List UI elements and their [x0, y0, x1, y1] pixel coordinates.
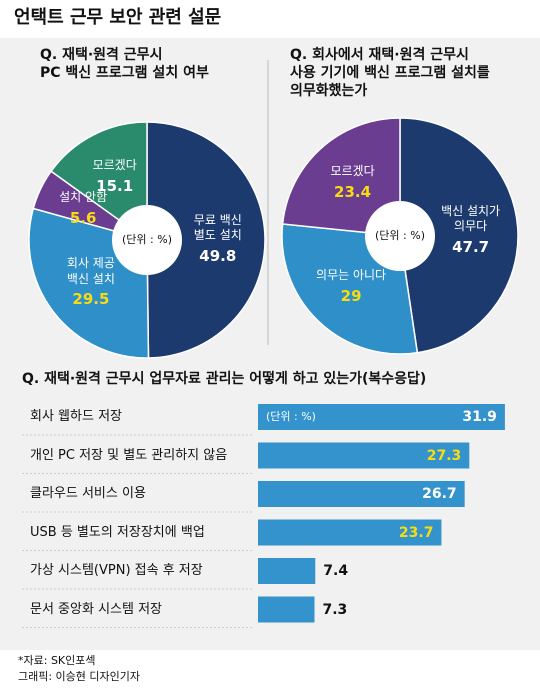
page-title: 언택트 근무 보안 관련 설문	[14, 7, 222, 28]
bar	[258, 404, 505, 430]
category-label: 개인 PC 저장 및 별도 관리하지 않음	[30, 447, 228, 463]
value-label: 5.6	[69, 208, 97, 227]
category-label: USB 등 별도의 저장장치에 백업	[30, 524, 205, 540]
slice-label: 무료 백신 별도 설치 49.8	[194, 213, 242, 267]
slice-label: 모르겠다 15.1	[93, 158, 137, 196]
bar	[258, 558, 316, 584]
credit-note: 그래픽: 이승현 디자인기자	[18, 670, 141, 683]
chart-title: Q. 재택·원격 근무시 업무자료 관리는 어떻게 하고 있는가(복수응답)	[22, 371, 427, 387]
value-label: 7.3	[322, 601, 348, 618]
slice-label: 설치 안함 5.6	[59, 190, 107, 228]
slice-label: 회사 제공 백신 설치 29.5	[67, 256, 115, 310]
bar	[258, 519, 442, 546]
value-label: 29	[340, 286, 362, 305]
category-label: 회사 웹하드 저장	[30, 409, 122, 424]
value-label: 23.4	[334, 182, 372, 201]
value-label: 15.1	[96, 176, 134, 195]
chart-title: Q. 재택·원격 근무시 PC 백신 프로그램 설치 여부	[40, 47, 209, 82]
value-label: 47.7	[452, 238, 490, 257]
category-label: 백신 설치가 의무다	[441, 203, 501, 234]
pie-slice	[399, 117, 519, 354]
bar	[258, 481, 465, 507]
category-label: 클라우드 서비스 이용	[30, 486, 146, 501]
source-note: *자료: SK인포섹	[18, 654, 96, 667]
slice-label: 의무는 아니다 29	[316, 268, 386, 306]
value-label: 49.8	[199, 246, 237, 265]
category-label: 문서 중앙화 시스템 저장	[30, 601, 162, 617]
pie-slice	[281, 117, 401, 237]
unit-label: (단위 : %)	[375, 228, 425, 242]
value-label: 29.5	[72, 290, 110, 309]
bar	[258, 596, 315, 623]
value-label: 27.3	[426, 447, 462, 464]
category-label: 회사 제공 백신 설치	[66, 256, 115, 286]
category-label: 설치 안함	[59, 190, 108, 205]
donut-hole	[365, 201, 435, 271]
donut-hole	[112, 205, 182, 275]
pie-slice	[50, 121, 148, 242]
value-label: 31.9	[462, 409, 497, 425]
chart-title: Q. 회사에서 재택·원격 근무시 사용 기기에 백신 프로그램 설치를 의무화…	[290, 47, 490, 100]
category-label: 모르겠다	[92, 157, 137, 172]
value-label: 7.4	[323, 563, 349, 579]
slice-label: 모르겠다 23.4	[330, 164, 374, 202]
slice-label: 백신 설치가 의무다 47.7	[441, 204, 500, 258]
value-label: 26.7	[422, 486, 457, 502]
category-label: 무료 백신 별도 설치	[193, 212, 242, 243]
category-label: 모르겠다	[330, 164, 375, 179]
value-label: 23.7	[398, 524, 434, 541]
pie-slice	[146, 121, 266, 359]
bar	[258, 442, 470, 469]
category-label: 가상 시스템(VPN) 접속 후 저장	[30, 563, 203, 578]
unit-label: (단위 : %)	[266, 410, 316, 423]
unit-label: (단위 : %)	[122, 232, 172, 246]
category-label: 의무는 아니다	[316, 268, 387, 283]
